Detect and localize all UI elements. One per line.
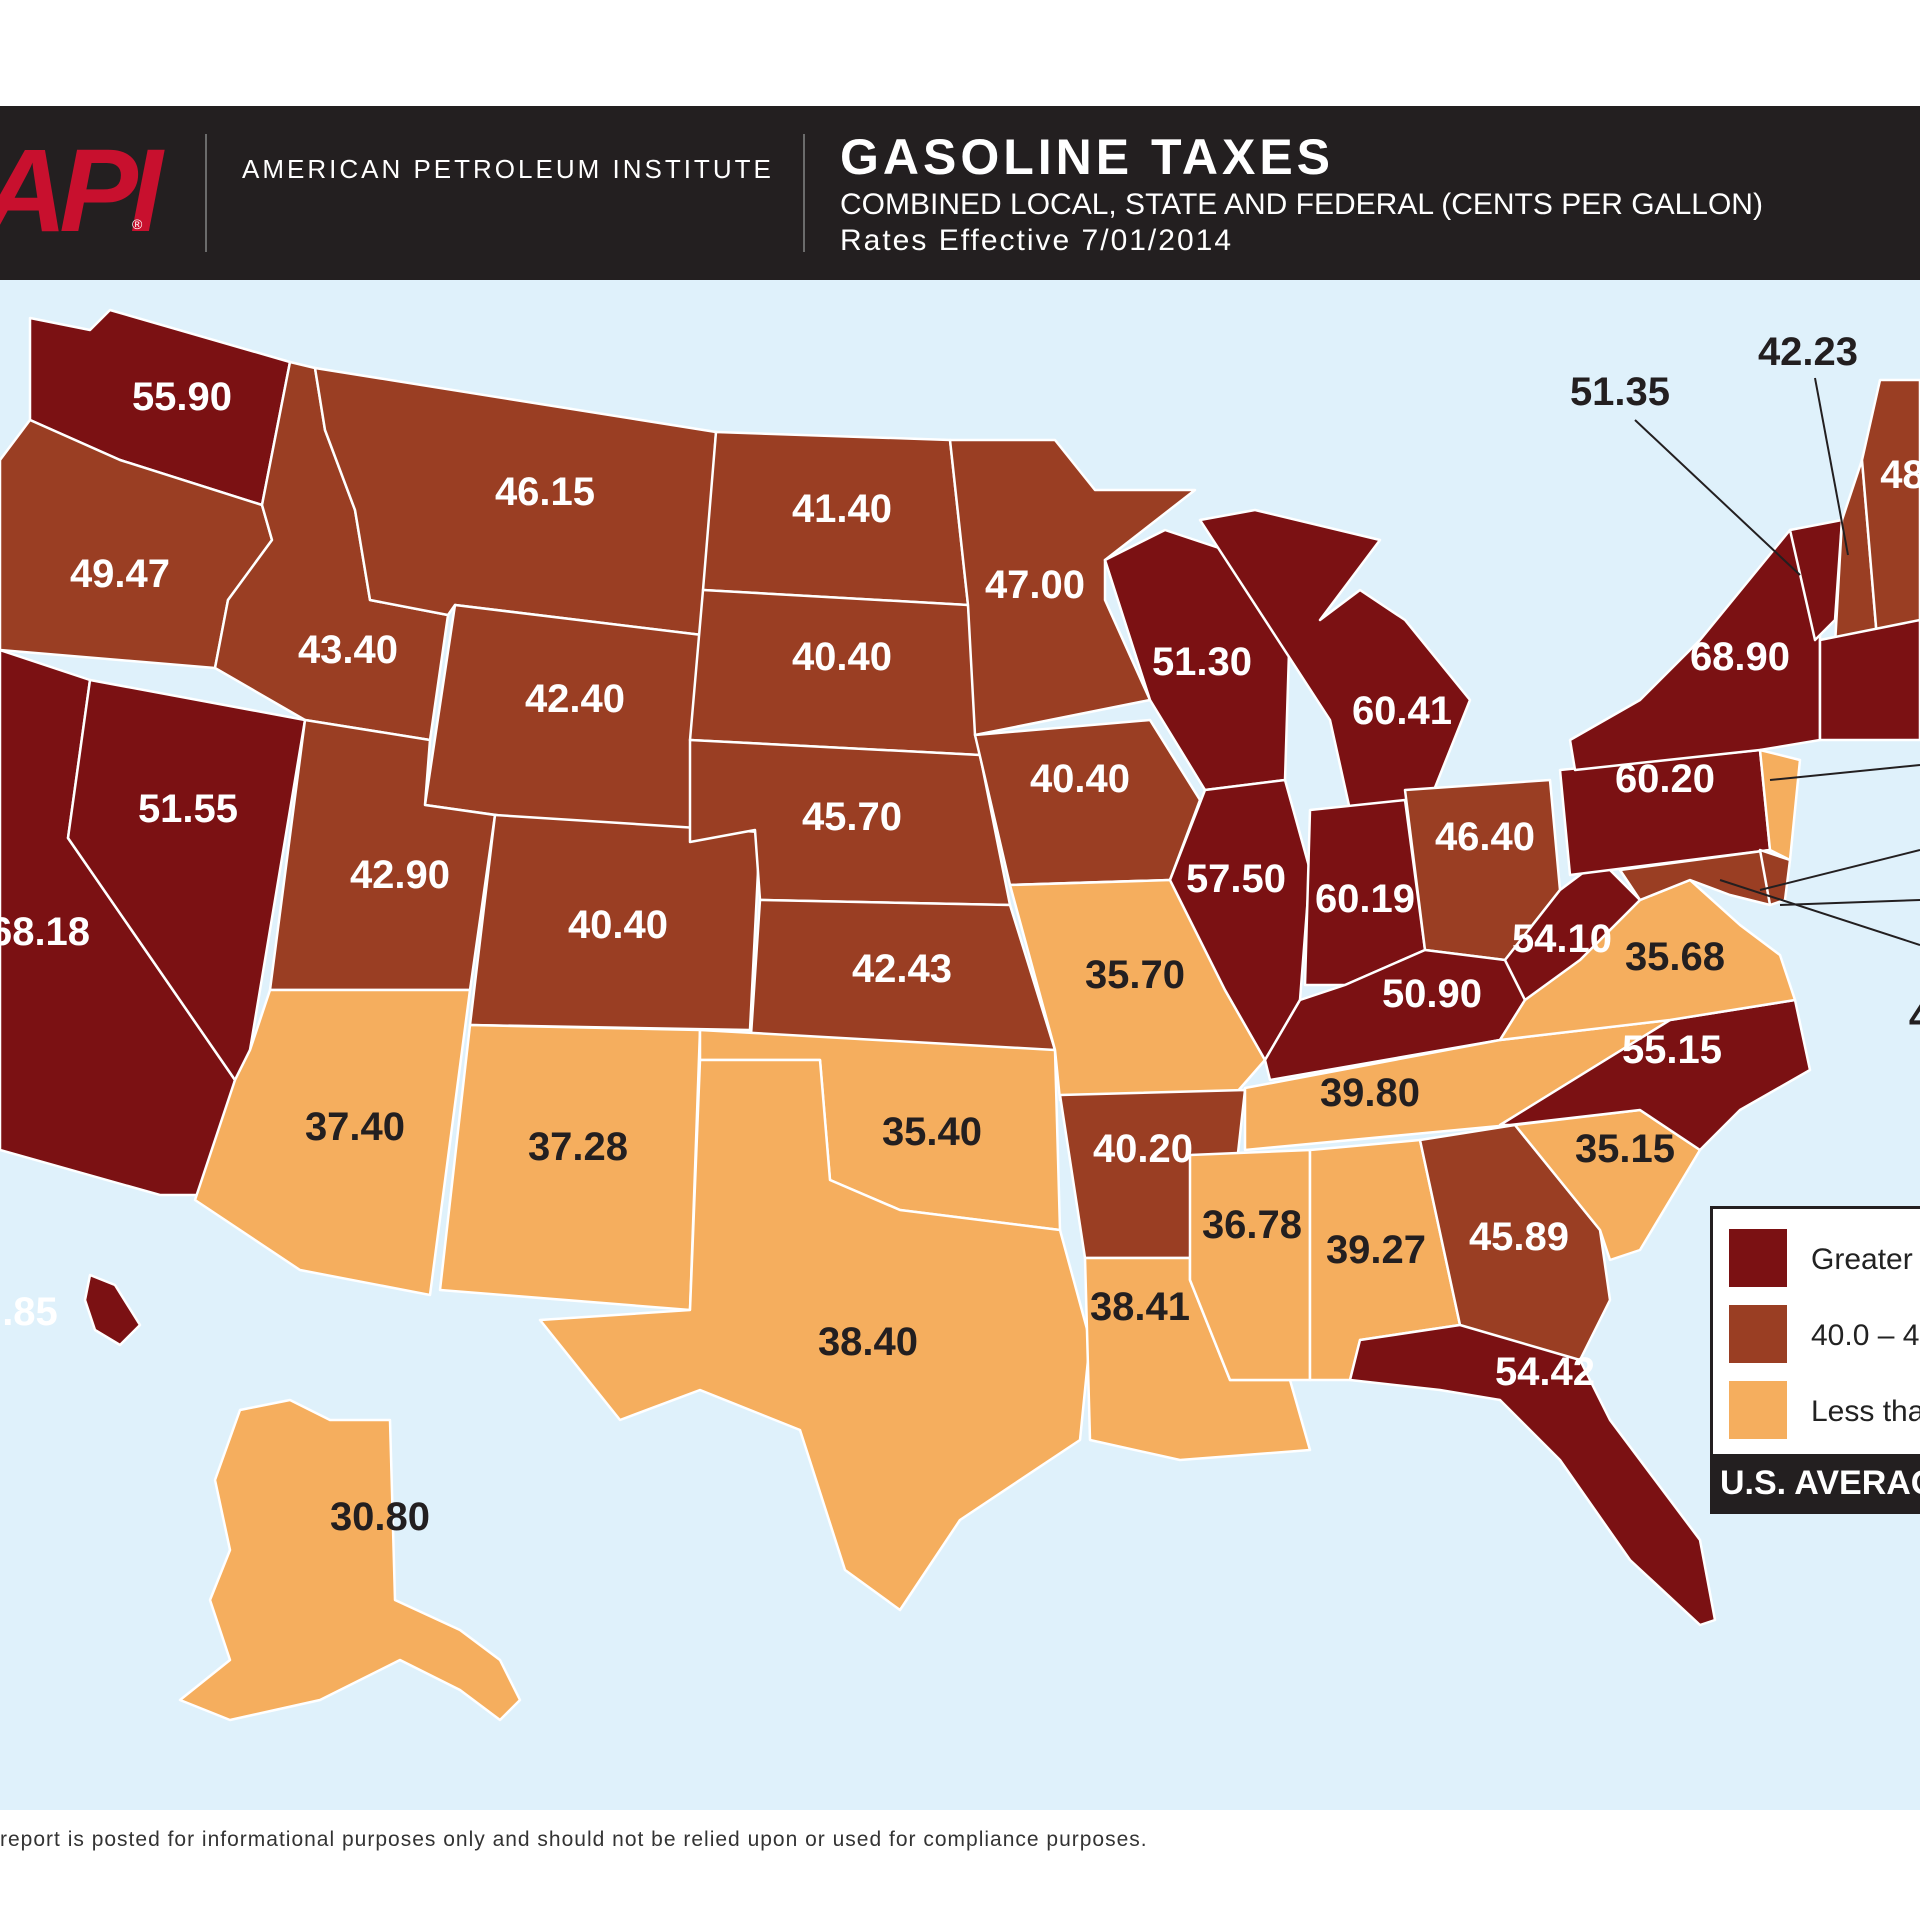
state-value-va: 35.68 bbox=[1625, 935, 1725, 979]
state-value-nv: 51.55 bbox=[138, 787, 238, 831]
state-value-il: 57.50 bbox=[1186, 857, 1286, 901]
state-md bbox=[1618, 848, 1772, 907]
legend-swatch-low bbox=[1729, 1381, 1787, 1439]
state-value-hi: .85 bbox=[2, 1290, 58, 1334]
state-value-sd: 40.40 bbox=[792, 635, 892, 679]
state-wi bbox=[1103, 528, 1292, 792]
state-co bbox=[468, 813, 762, 1032]
state-value-ak: 30.80 bbox=[330, 1495, 430, 1539]
state-value-nc: 55.15 bbox=[1622, 1028, 1722, 1072]
header-divider bbox=[803, 134, 805, 252]
us-average-label: U.S. AVERAG bbox=[1720, 1464, 1920, 1502]
state-value-vt: 51.35 bbox=[1570, 370, 1670, 414]
leader-line bbox=[1769, 764, 1920, 781]
state-ms bbox=[1188, 1148, 1312, 1382]
state-de bbox=[1758, 848, 1792, 907]
state-tx bbox=[538, 1058, 1092, 1612]
state-ne3 bbox=[1818, 618, 1920, 742]
map-subtitle: COMBINED LOCAL, STATE AND FEDERAL (CENTS… bbox=[840, 188, 1763, 221]
state-value-ar: 40.20 bbox=[1093, 1127, 1193, 1171]
state-value-ut: 42.90 bbox=[350, 853, 450, 897]
state-value-ky: 50.90 bbox=[1382, 972, 1482, 1016]
state-value-ca: 68.18 bbox=[0, 910, 90, 954]
state-ia bbox=[973, 718, 1202, 887]
state-value-me: 48. bbox=[1880, 453, 1920, 497]
leader-line bbox=[1759, 849, 1920, 891]
us-average-bar: U.S. AVERAG bbox=[1710, 1454, 1920, 1514]
state-value-fl: 54.42 bbox=[1495, 1350, 1595, 1394]
state-value-mt: 46.15 bbox=[495, 470, 595, 514]
state-value-mi: 60.41 bbox=[1352, 689, 1452, 733]
state-value-nh: 42.23 bbox=[1758, 330, 1858, 374]
state-value-wy: 42.40 bbox=[525, 677, 625, 721]
logo-registered-mark: ® bbox=[132, 216, 143, 232]
state-value-id: 43.40 bbox=[298, 628, 398, 672]
state-value-in: 60.19 bbox=[1315, 877, 1415, 921]
state-value-az: 37.40 bbox=[305, 1105, 405, 1149]
leader-line bbox=[1814, 377, 1849, 556]
state-value-ms: 36.78 bbox=[1202, 1203, 1302, 1247]
state-value-ga: 45.89 bbox=[1469, 1215, 1569, 1259]
legend-label-mid: 40.0 – 49 bbox=[1811, 1319, 1920, 1352]
state-value-or: 49.47 bbox=[70, 552, 170, 596]
state-mi bbox=[1198, 508, 1472, 812]
legend-label-low: Less thar bbox=[1811, 1395, 1920, 1428]
state-me bbox=[1860, 378, 1920, 652]
leader-line bbox=[1779, 899, 1920, 906]
legend-swatch-mid bbox=[1729, 1305, 1787, 1363]
legend-label-high: Greater t bbox=[1811, 1243, 1920, 1276]
state-value-pa: 60.20 bbox=[1615, 757, 1715, 801]
state-value-oh: 46.40 bbox=[1435, 815, 1535, 859]
organization-name: AMERICAN PETROLEUM INSTITUTE bbox=[242, 154, 774, 184]
logo-text: API bbox=[0, 125, 163, 257]
legend-swatch-high bbox=[1729, 1229, 1787, 1287]
state-wy bbox=[423, 603, 704, 844]
state-value-ok: 35.40 bbox=[882, 1110, 982, 1154]
state-value-mo: 35.70 bbox=[1085, 953, 1185, 997]
state-value-sc: 35.15 bbox=[1575, 1127, 1675, 1171]
state-value-ny: 68.90 bbox=[1690, 635, 1790, 679]
state-value-la: 38.41 bbox=[1090, 1285, 1190, 1329]
state-value-tn: 39.80 bbox=[1320, 1071, 1420, 1115]
state-value-ne: 45.70 bbox=[802, 795, 902, 839]
header-divider bbox=[205, 134, 207, 252]
legend: Greater t 40.0 – 49 Less thar bbox=[1710, 1206, 1920, 1460]
state-fl bbox=[1348, 1323, 1717, 1627]
leader-line bbox=[1634, 419, 1801, 576]
state-ak bbox=[178, 1398, 522, 1722]
leader-line bbox=[1719, 879, 1920, 946]
state-mn bbox=[948, 438, 1197, 737]
state-value-mn: 47.00 bbox=[985, 563, 1085, 607]
header-banner: API ® AMERICAN PETROLEUM INSTITUTE GASOL… bbox=[0, 106, 1920, 280]
state-value-nm: 37.28 bbox=[528, 1125, 628, 1169]
disclaimer-text: report is posted for informational purpo… bbox=[0, 1828, 1148, 1851]
state-az bbox=[193, 988, 472, 1297]
effective-date: Rates Effective 7/01/2014 bbox=[840, 224, 1234, 257]
state-value-md: 4 bbox=[1909, 995, 1920, 1039]
state-value-tx: 38.40 bbox=[818, 1320, 918, 1364]
map-title: GASOLINE TAXES bbox=[840, 129, 1335, 185]
state-value-ia: 40.40 bbox=[1030, 757, 1130, 801]
state-value-wa: 55.90 bbox=[132, 375, 232, 419]
state-value-wv: 54.10 bbox=[1512, 917, 1612, 961]
state-value-al: 39.27 bbox=[1326, 1228, 1426, 1272]
state-hi bbox=[83, 1273, 142, 1347]
state-value-wi: 51.30 bbox=[1152, 640, 1252, 684]
api-logo: API bbox=[0, 132, 163, 250]
state-value-co: 40.40 bbox=[568, 903, 668, 947]
state-vt bbox=[1788, 518, 1844, 642]
state-value-nd: 41.40 bbox=[792, 487, 892, 531]
state-value-ks: 42.43 bbox=[852, 947, 952, 991]
